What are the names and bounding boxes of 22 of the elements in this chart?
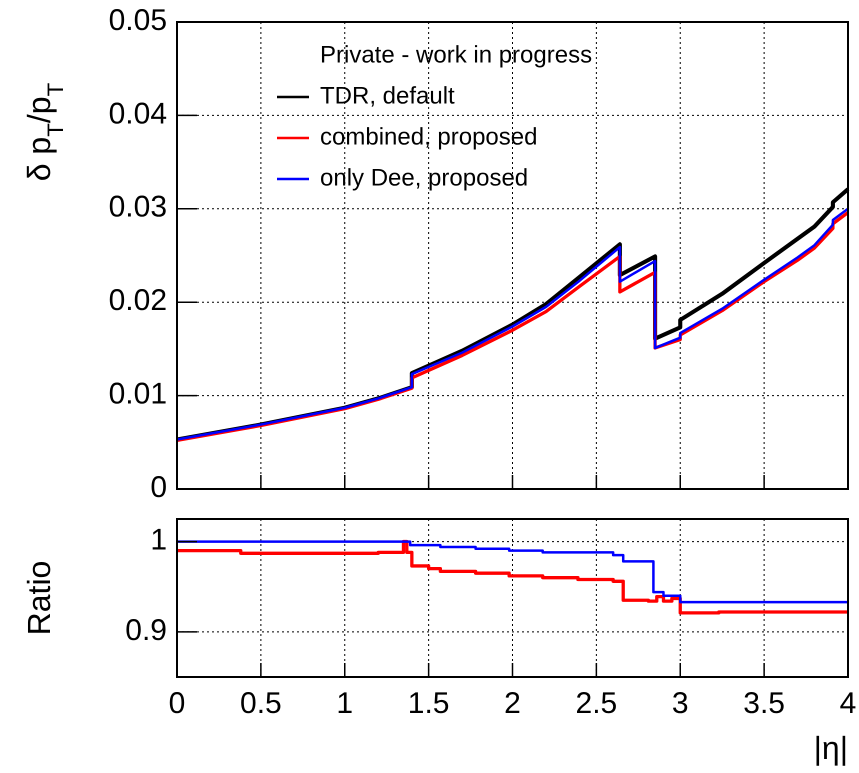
x-tick-label: 2.5 xyxy=(576,687,618,720)
legend-label: only Dee, proposed xyxy=(320,164,528,192)
legend-label: combined, proposed xyxy=(320,123,538,150)
y-tick-label: 1 xyxy=(150,523,167,556)
y-tick-label: 0.05 xyxy=(108,4,167,37)
y-axis-title: Ratio xyxy=(21,560,57,636)
y-tick-label: 0 xyxy=(150,470,167,504)
y-tick-label: 0.9 xyxy=(125,614,167,647)
x-axis-title: |η| xyxy=(814,730,848,766)
x-tick-label: 4 xyxy=(840,687,856,720)
y-tick-label: 0.02 xyxy=(108,284,167,318)
x-tick-label: 3 xyxy=(672,687,689,720)
x-tick-label: 1 xyxy=(336,687,354,720)
y-tick-label: 0.03 xyxy=(108,190,167,224)
x-tick-label: 3.5 xyxy=(743,687,785,720)
legend-label: TDR, default xyxy=(320,82,456,110)
y-tick-label: 0.01 xyxy=(108,378,167,411)
y-tick-label: 0.04 xyxy=(108,97,167,130)
legend-title: Private - work in progress xyxy=(320,41,592,68)
x-tick-label: 1.5 xyxy=(408,687,450,720)
x-tick-label: 0.5 xyxy=(240,687,282,720)
x-tick-label: 2 xyxy=(504,687,521,720)
